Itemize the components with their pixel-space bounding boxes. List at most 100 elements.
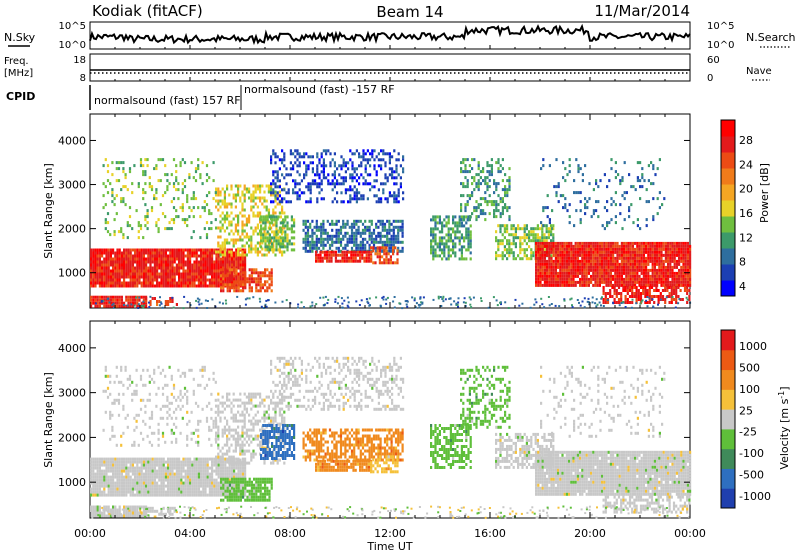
rti-cell bbox=[581, 268, 584, 272]
rti-cell bbox=[596, 253, 599, 257]
rti-cell bbox=[186, 257, 189, 261]
rti-cell bbox=[114, 260, 117, 264]
rti-cell bbox=[253, 268, 256, 272]
rti-cell bbox=[554, 256, 557, 260]
rti-cell bbox=[114, 275, 117, 279]
rti-cell bbox=[612, 262, 615, 266]
rti-cell bbox=[160, 251, 163, 255]
rti-cell bbox=[304, 246, 307, 250]
rti-cell bbox=[669, 280, 672, 284]
rti-cell bbox=[182, 278, 185, 282]
rti-cell bbox=[223, 196, 226, 200]
rti-cell bbox=[664, 271, 667, 275]
rti-cell bbox=[618, 283, 621, 287]
rti-cell bbox=[250, 235, 253, 239]
rti-cell bbox=[104, 185, 107, 189]
rti-cell bbox=[655, 289, 658, 292]
rti-cell bbox=[686, 262, 689, 266]
rti-cell bbox=[101, 263, 104, 267]
rti-cell bbox=[178, 266, 181, 270]
rti-cell bbox=[673, 253, 676, 257]
rti-cell bbox=[386, 219, 389, 223]
rti-cell bbox=[260, 305, 263, 308]
rti-cell bbox=[248, 283, 251, 287]
rti-cell bbox=[224, 278, 227, 282]
rti-cell bbox=[219, 278, 222, 282]
rti-cell bbox=[617, 301, 621, 304]
rti-cell bbox=[486, 185, 489, 189]
rti-cell bbox=[96, 304, 99, 308]
rti-cell bbox=[200, 257, 203, 261]
rti-cell bbox=[636, 161, 639, 165]
rti-cell bbox=[631, 292, 634, 295]
rti-cell bbox=[252, 211, 255, 215]
rti-cell bbox=[525, 257, 528, 261]
rti-cell bbox=[252, 193, 255, 197]
rti-cell bbox=[609, 271, 612, 275]
rti-cell bbox=[473, 158, 476, 162]
rti-cell bbox=[156, 281, 159, 285]
rti-cell bbox=[261, 271, 264, 275]
rti-cell bbox=[616, 259, 619, 263]
rti-cell bbox=[675, 283, 678, 287]
rti-cell bbox=[587, 256, 590, 260]
rti-cell bbox=[220, 274, 223, 278]
rti-cell bbox=[242, 268, 245, 272]
rti-cell bbox=[148, 182, 151, 186]
rti-cell bbox=[200, 254, 203, 258]
rti-cell bbox=[239, 272, 242, 276]
rti-cell bbox=[490, 200, 493, 204]
rti-cell bbox=[125, 266, 128, 270]
rti-cell bbox=[627, 280, 630, 284]
rti-cell bbox=[133, 164, 136, 168]
rti-cell bbox=[281, 149, 284, 153]
rti-cell bbox=[679, 289, 682, 292]
rti-cell bbox=[355, 194, 358, 198]
rti-cell bbox=[162, 275, 165, 279]
rti-cell bbox=[640, 244, 643, 248]
rti-cell bbox=[467, 236, 470, 240]
rti-cell bbox=[649, 241, 652, 245]
rti-cell bbox=[173, 269, 176, 273]
rti-cell bbox=[230, 266, 233, 270]
rti-cell bbox=[353, 191, 356, 195]
rti-cell bbox=[262, 233, 265, 237]
rti-cell bbox=[239, 263, 242, 267]
rti-cell bbox=[574, 271, 577, 275]
rti-cell bbox=[388, 237, 391, 241]
rti-cell bbox=[636, 250, 639, 254]
rti-cell bbox=[349, 200, 352, 204]
rti-cell bbox=[620, 256, 623, 260]
rti-cell bbox=[595, 209, 598, 213]
rti-cell bbox=[181, 218, 184, 222]
rti-cell bbox=[94, 272, 97, 276]
rti-cell bbox=[344, 170, 347, 174]
rti-cell bbox=[546, 244, 549, 248]
rti-cell bbox=[635, 292, 638, 295]
rti-cell bbox=[211, 281, 214, 285]
rti-cell bbox=[492, 296, 495, 299]
rti-cell bbox=[120, 281, 123, 285]
rti-cell bbox=[603, 271, 606, 275]
rti-cell bbox=[320, 243, 323, 247]
rti-cell bbox=[118, 257, 121, 261]
rti-cell bbox=[270, 187, 273, 191]
rti-cell bbox=[525, 248, 528, 252]
rti-cell bbox=[377, 197, 380, 201]
rti-cell bbox=[392, 219, 395, 223]
rti-cell bbox=[656, 250, 659, 254]
rti-cell bbox=[162, 263, 165, 267]
rti-cell bbox=[211, 260, 214, 264]
rti-cell bbox=[508, 185, 511, 189]
rti-cell bbox=[574, 262, 577, 266]
rti-cell bbox=[204, 299, 207, 302]
rti-cell bbox=[232, 232, 235, 236]
rti-cell bbox=[128, 170, 132, 174]
rti-cell bbox=[554, 253, 557, 257]
rti-cell bbox=[336, 191, 339, 195]
rti-cell bbox=[101, 295, 104, 299]
rti-cell bbox=[134, 248, 137, 252]
rti-cell bbox=[101, 269, 104, 273]
rti-cell bbox=[261, 241, 264, 245]
rti-cell bbox=[350, 231, 354, 235]
